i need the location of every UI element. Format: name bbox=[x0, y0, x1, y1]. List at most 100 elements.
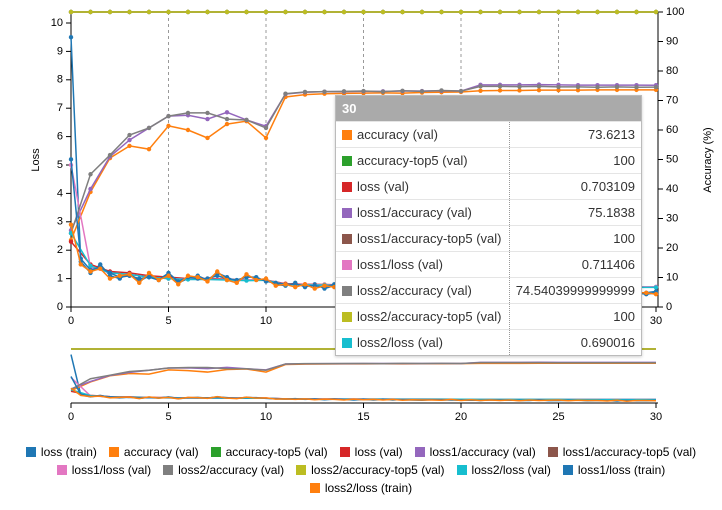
y-tick-label: 6 bbox=[57, 131, 63, 143]
series-line-point bbox=[68, 157, 74, 162]
legend-swatch bbox=[56, 465, 67, 475]
series-line-point bbox=[263, 9, 269, 15]
series-line-point bbox=[341, 9, 347, 15]
series-line-point bbox=[98, 266, 103, 271]
legend-swatch bbox=[414, 447, 425, 457]
series-line-point bbox=[107, 9, 113, 15]
series-line-point bbox=[575, 84, 581, 90]
y2-axis-label: Accuracy (%) bbox=[702, 127, 714, 192]
series-line-point bbox=[68, 35, 74, 40]
legend-swatch bbox=[210, 447, 221, 457]
series-line-point bbox=[263, 125, 269, 131]
series-line-point bbox=[146, 9, 152, 15]
series-line-point bbox=[283, 282, 288, 287]
x-tick-label: 5 bbox=[165, 315, 171, 327]
series-line-point bbox=[224, 110, 230, 115]
series-line-point bbox=[536, 87, 542, 93]
series-line-point bbox=[137, 280, 142, 286]
tooltip-value: 100 bbox=[613, 153, 635, 168]
y2-tick-label: 60 bbox=[666, 124, 678, 136]
legend-item: loss1/loss (val) bbox=[56, 461, 151, 479]
legend-swatch bbox=[309, 483, 320, 493]
series-line-point bbox=[146, 274, 152, 280]
x-tick-label: 30 bbox=[650, 315, 662, 327]
series-line-point bbox=[166, 9, 171, 15]
series-line-point bbox=[458, 88, 464, 94]
context-line bbox=[70, 376, 657, 401]
series-line-point bbox=[312, 286, 317, 291]
series-line-point bbox=[127, 132, 132, 138]
legend-swatch bbox=[547, 447, 558, 457]
legend-swatch bbox=[296, 465, 307, 475]
tooltip-swatch bbox=[342, 337, 352, 348]
y2-tick-label: 90 bbox=[666, 35, 678, 47]
context-line bbox=[70, 354, 657, 402]
series-line-point bbox=[536, 9, 542, 15]
series-line-point bbox=[205, 135, 210, 141]
series-line-point bbox=[634, 85, 639, 90]
series-line-point bbox=[127, 272, 132, 277]
series-line-point bbox=[263, 276, 269, 281]
series-line-point bbox=[497, 88, 503, 93]
series-line-point bbox=[302, 9, 308, 15]
series-line-point bbox=[166, 123, 171, 129]
legend: loss (train) accuracy (val) accuracy-top5 … bbox=[16, 443, 706, 497]
y2-tick-label: 0 bbox=[666, 301, 672, 313]
context-line bbox=[70, 361, 657, 390]
series-line-point bbox=[244, 272, 249, 277]
tooltip-value: 74.54039999999999 bbox=[515, 283, 635, 298]
y2-tick-label: 40 bbox=[666, 183, 678, 195]
legend-label: loss1/accuracy (val) bbox=[429, 445, 536, 459]
series-line-point bbox=[176, 282, 181, 287]
series-line-point bbox=[215, 269, 220, 274]
tooltip-swatch bbox=[342, 233, 352, 244]
context-x-tick-label: 10 bbox=[260, 411, 272, 423]
series-line-point bbox=[517, 84, 522, 89]
tooltip-swatch bbox=[342, 155, 352, 166]
tooltip-swatch bbox=[342, 129, 352, 140]
context-x-tick-label: 30 bbox=[650, 411, 662, 423]
series-line-point bbox=[68, 222, 74, 227]
legend-item: loss2/loss (val) bbox=[456, 461, 551, 479]
series-line-point bbox=[400, 9, 405, 15]
y2-tick-label: 80 bbox=[666, 65, 678, 77]
context-x-tick-label: 25 bbox=[552, 411, 564, 423]
series-line-point bbox=[380, 9, 386, 15]
series-line-point bbox=[224, 121, 230, 127]
series-line-point bbox=[117, 273, 122, 278]
tooltip-value: 100 bbox=[613, 231, 635, 246]
series-line-point bbox=[614, 9, 620, 15]
legend-swatch bbox=[562, 465, 573, 475]
tooltip-row: loss1/loss (val) 0.711406 bbox=[336, 251, 641, 277]
series-line-point bbox=[107, 276, 113, 281]
series-line-point bbox=[224, 277, 230, 283]
tooltip-value: 0.703109 bbox=[580, 179, 635, 194]
legend-item: loss (train) bbox=[25, 443, 97, 461]
legend-item: loss1/loss (train) bbox=[562, 461, 665, 479]
series-line-point bbox=[156, 277, 161, 283]
tooltip-row: loss2/accuracy-top5 (val) 100 bbox=[336, 303, 641, 329]
y-tick-label: 5 bbox=[57, 159, 63, 171]
legend-item: loss1/accuracy-top5 (val) bbox=[547, 443, 696, 461]
y2-tick-label: 20 bbox=[666, 242, 678, 254]
legend-swatch bbox=[339, 447, 350, 457]
series-line-point bbox=[497, 84, 503, 89]
series-line-point bbox=[556, 9, 561, 15]
series-line-point bbox=[653, 9, 659, 15]
legend-label: accuracy-top5 (val) bbox=[225, 445, 328, 459]
tooltip-series-name: accuracy-top5 (val) bbox=[357, 148, 510, 173]
series-line-point bbox=[283, 9, 288, 15]
series-line-point bbox=[224, 9, 230, 15]
series-line-point bbox=[536, 84, 542, 89]
tooltip-value: 73.6213 bbox=[588, 127, 635, 142]
legend-item: loss1/accuracy (val) bbox=[414, 443, 536, 461]
tooltip-series-name: loss (val) bbox=[357, 174, 510, 199]
series-line-point bbox=[88, 9, 93, 15]
series-line-point bbox=[400, 88, 405, 93]
series-line-point bbox=[205, 116, 210, 122]
series-line-point bbox=[575, 87, 581, 93]
legend-item: loss2/loss (train) bbox=[309, 479, 412, 497]
y-tick-label: 7 bbox=[57, 102, 63, 114]
series-line-point bbox=[614, 84, 620, 90]
y2-tick-label: 70 bbox=[666, 94, 678, 106]
